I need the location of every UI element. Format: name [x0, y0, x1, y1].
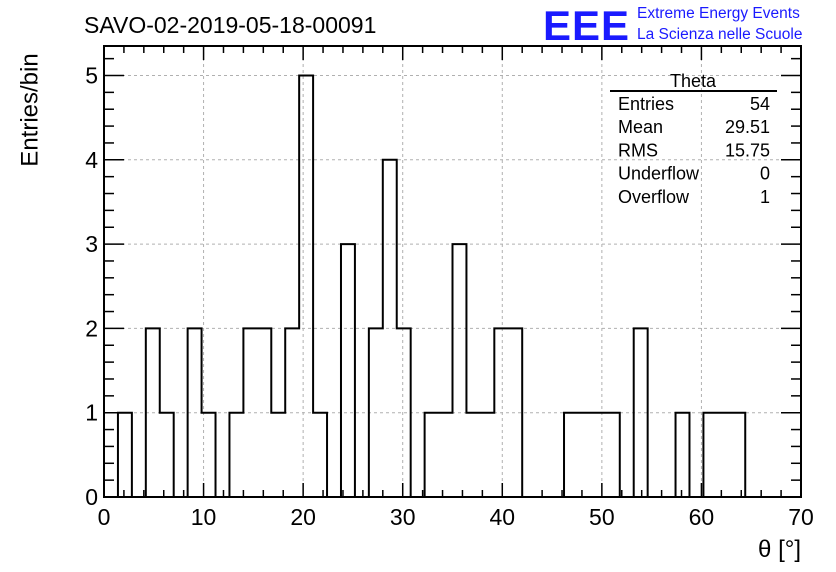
x-axis-title: θ [°] [758, 536, 801, 563]
histogram-bin [564, 413, 578, 497]
histogram-bin [118, 413, 132, 497]
x-tick-label: 70 [788, 504, 814, 530]
x-tick-label: 40 [489, 504, 515, 530]
histogram-bin [299, 76, 313, 497]
histogram-bin [592, 413, 606, 497]
eee-logo: EEE Extreme Energy Events La Scienza nel… [543, 2, 802, 49]
axis-ticks [103, 46, 802, 498]
histogram-bin [453, 244, 467, 497]
histogram-bin [731, 413, 745, 497]
histogram-outline [104, 74, 747, 498]
stats-row-label: Entries [618, 94, 674, 114]
histogram-bin [341, 244, 355, 497]
histogram-bin [606, 413, 620, 497]
x-tick-label: 50 [589, 504, 615, 530]
stats-row-value: 1 [760, 187, 770, 207]
y-tick-label: 0 [85, 484, 98, 510]
plot-frame [103, 45, 802, 498]
histogram-bin [160, 413, 174, 497]
y-tick-label: 1 [85, 400, 98, 426]
y-tick-label: 5 [85, 63, 98, 89]
stats-row-label: RMS [618, 140, 658, 160]
x-tick-labels: 0 10 20 30 40 50 60 70 [98, 504, 814, 530]
stats-row-value: 54 [750, 94, 770, 114]
histogram-bin [676, 413, 690, 497]
histogram-bin [578, 413, 592, 497]
histogram-bin [703, 413, 717, 497]
histogram-bin [313, 413, 327, 497]
histogram-bin [439, 413, 453, 497]
y-tick-labels: 0 1 2 3 4 5 [85, 63, 98, 510]
histogram-bin [425, 413, 439, 497]
stats-row-label: Mean [618, 117, 663, 137]
x-tick-label: 20 [290, 504, 316, 530]
y-tick-label: 4 [85, 147, 98, 173]
y-tick-label: 2 [85, 315, 98, 341]
stats-row-label: Underflow [618, 164, 700, 184]
histogram-bars [104, 74, 747, 498]
stats-row-label: Overflow [618, 187, 690, 207]
histogram-bin [257, 328, 271, 497]
histogram-bin [480, 413, 494, 497]
stats-row-value: 29.51 [725, 117, 770, 137]
y-tick-label: 3 [85, 231, 98, 257]
eee-logo-mark: EEE [543, 2, 630, 49]
x-tick-label: 0 [98, 504, 111, 530]
stats-rows: Entries 54 Mean 29.51 RMS 15.75 Underflow 0 Over… [618, 94, 770, 207]
x-tick-label: 30 [390, 504, 416, 530]
stats-row-value: 0 [760, 164, 770, 184]
histogram-bin [271, 413, 285, 497]
stats-box: Theta Entries 54 Mean 29.51 RMS 15.75 Underflo… [610, 71, 777, 207]
eee-logo-line2: La Scienza nelle Scuole [637, 26, 802, 43]
histogram-bin [717, 413, 731, 497]
y-axis-title: Entries/bin [16, 53, 43, 166]
histogram-bin [466, 413, 480, 497]
stats-box-title: Theta [670, 71, 717, 91]
eee-logo-line1: Extreme Energy Events [637, 5, 800, 22]
histogram-bin [229, 413, 243, 497]
x-tick-label: 60 [689, 504, 715, 530]
stats-row-value: 15.75 [725, 140, 770, 160]
x-tick-label: 10 [191, 504, 217, 530]
run-title: SAVO-02-2019-05-18-00091 [84, 12, 376, 38]
